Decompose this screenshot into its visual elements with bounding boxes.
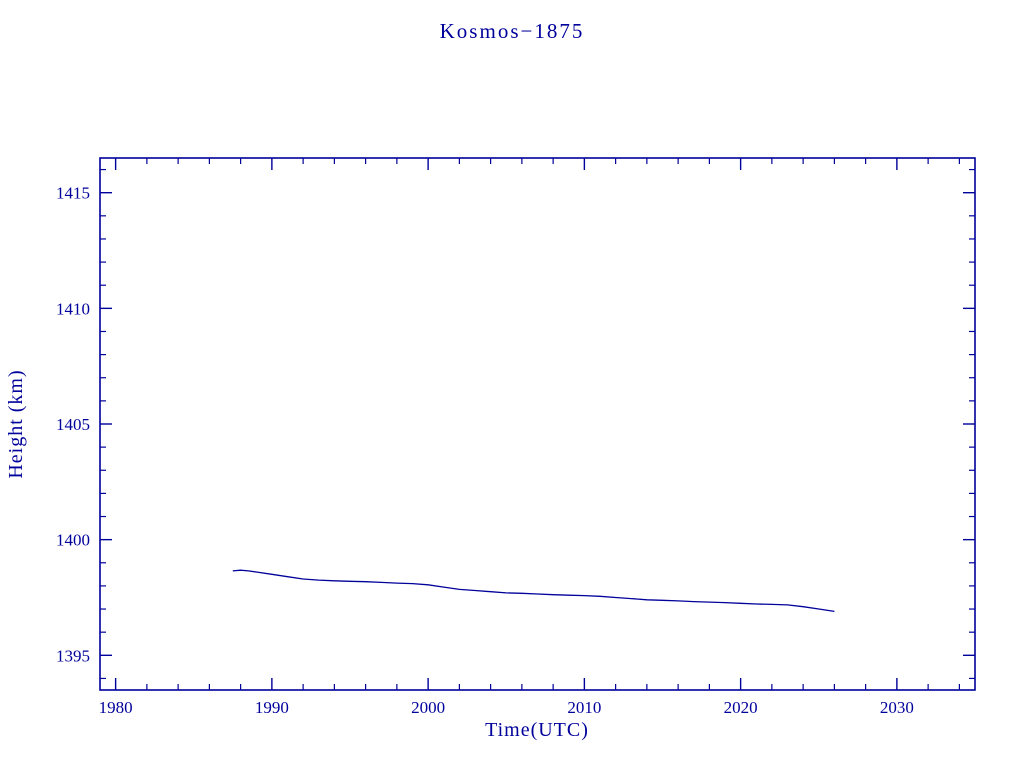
x-tick-label: 1990: [255, 698, 289, 717]
y-axis-label: Height (km): [5, 369, 27, 478]
data-series-line: [232, 569, 835, 613]
chart-title: Kosmos−1875: [440, 19, 585, 43]
x-tick-label: 2000: [411, 698, 445, 717]
x-tick-label: 2020: [724, 698, 758, 717]
x-tick-label: 2010: [567, 698, 601, 717]
y-tick-label: 1395: [56, 646, 90, 665]
y-tick-label: 1410: [56, 299, 90, 318]
y-tick-label: 1400: [56, 531, 90, 550]
x-axis-label: Time(UTC): [485, 719, 589, 741]
y-tick-label: 1415: [56, 184, 90, 203]
plot-frame: [99, 157, 976, 691]
y-tick-label: 1405: [56, 415, 90, 434]
x-tick-label: 2030: [880, 698, 914, 717]
x-tick-label: 1980: [99, 698, 133, 717]
plot-area: 1980 1990 2000 2010 2020 2030 1395 1400 1405 1410…: [56, 157, 976, 717]
